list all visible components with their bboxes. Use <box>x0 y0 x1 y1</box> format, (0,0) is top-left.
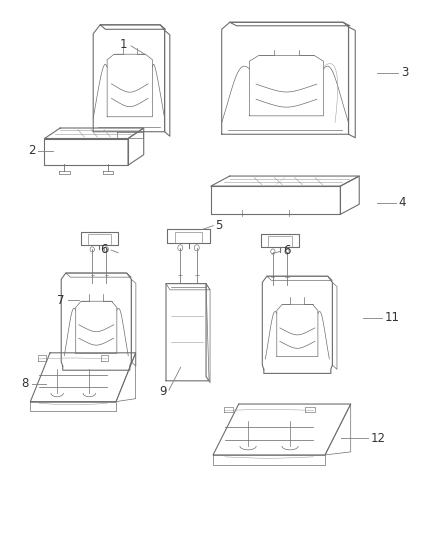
Text: 2: 2 <box>28 144 35 157</box>
Text: 11: 11 <box>385 311 399 325</box>
Text: 6: 6 <box>283 244 291 257</box>
Text: 1: 1 <box>120 38 127 51</box>
Text: 9: 9 <box>159 385 167 398</box>
Text: 7: 7 <box>57 294 64 307</box>
Text: 4: 4 <box>399 196 406 209</box>
Text: 3: 3 <box>401 67 408 79</box>
Text: 5: 5 <box>215 219 223 232</box>
Text: 6: 6 <box>100 243 108 256</box>
Text: 12: 12 <box>371 432 385 445</box>
Text: 8: 8 <box>21 377 28 390</box>
